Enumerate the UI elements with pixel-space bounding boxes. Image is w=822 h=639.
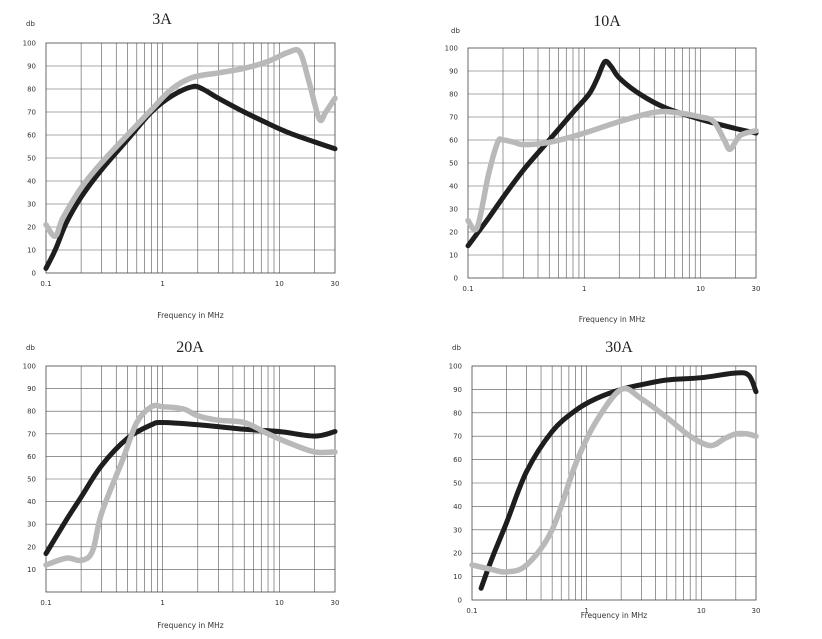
x-tick-label: 10 [275, 280, 284, 288]
chart-title: 3A [152, 11, 172, 28]
series-line-light [43, 402, 338, 568]
series-line-light [465, 108, 759, 233]
x-tick-label: 10 [275, 599, 284, 607]
y-tick-label: 40 [449, 183, 458, 191]
y-tick-label: 40 [27, 178, 36, 186]
series-line-dark [478, 370, 759, 591]
y-tick-label: 20 [449, 229, 458, 237]
y-tick-label: 20 [453, 550, 462, 558]
y-tick-label: 60 [27, 132, 36, 140]
y-tick-label: 50 [27, 476, 36, 484]
y-tick-label: 70 [449, 114, 458, 122]
x-tick-label: 10 [696, 285, 705, 293]
chart-panel-10A: 0 10 20 30 40 50 60 70 80 90 100 0.1 1 10 30 10A db Frequ… [445, 13, 761, 324]
x-tick-label: 1 [160, 280, 164, 288]
y-tick-label: 10 [453, 573, 462, 581]
y-tick-label: 50 [453, 480, 462, 488]
x-axis-label: Frequency in MHz [157, 621, 223, 630]
y-tick-label: 50 [27, 155, 36, 163]
y-tick-label: 30 [453, 526, 462, 534]
plot-frame [471, 365, 757, 601]
y-tick-label: 90 [453, 386, 462, 394]
x-tick-label: 30 [752, 285, 761, 293]
y-axis-unit-label: db [26, 20, 35, 28]
chart-title: 10A [593, 13, 621, 30]
chart-panel-3A: 0 10 20 30 40 50 60 70 80 90 100 0.1 1 10 30 3A db Freque… [23, 11, 340, 320]
y-tick-label: 100 [445, 45, 458, 53]
x-tick-label: 0.1 [40, 599, 51, 607]
x-tick-label: 0.1 [40, 280, 51, 288]
y-tick-label: 100 [23, 40, 36, 48]
y-tick-label: 10 [27, 247, 36, 255]
y-tick-label: 80 [449, 91, 458, 99]
y-tick-label: 0 [32, 270, 36, 278]
x-tick-label: 1 [160, 599, 164, 607]
y-tick-label: 100 [449, 363, 462, 371]
x-tick-label: 10 [697, 607, 706, 615]
y-tick-label: 0 [454, 275, 458, 283]
x-tick-label: 30 [331, 280, 340, 288]
y-tick-label: 90 [27, 63, 36, 71]
y-tick-label: 10 [27, 566, 36, 574]
series-line-light [43, 46, 338, 239]
y-axis-unit-label: db [452, 344, 461, 352]
y-tick-label: 40 [453, 503, 462, 511]
chart-panel-20A: 10 20 30 40 50 60 70 80 90 100 0.1 1 10 30 20A db Freque… [23, 339, 340, 630]
y-tick-label: 80 [27, 408, 36, 416]
y-tick-label: 40 [27, 498, 36, 506]
y-tick-label: 90 [27, 385, 36, 393]
series-line-dark [465, 58, 759, 249]
x-tick-label: 1 [582, 285, 586, 293]
plot-frame [45, 42, 336, 274]
x-axis-label: Frequency in MHz [581, 611, 647, 620]
y-tick-label: 60 [449, 137, 458, 145]
y-tick-label: 60 [27, 453, 36, 461]
x-axis-label: Frequency in MHz [157, 311, 223, 320]
series-line-light [469, 385, 759, 575]
y-tick-label: 30 [27, 521, 36, 529]
y-tick-label: 0 [458, 597, 462, 605]
y-tick-label: 30 [27, 201, 36, 209]
x-tick-label: 0.1 [466, 607, 477, 615]
y-tick-label: 10 [449, 252, 458, 260]
y-tick-label: 70 [27, 109, 36, 117]
series-line-dark [43, 83, 338, 271]
plot-frame [467, 47, 757, 279]
y-tick-label: 70 [453, 433, 462, 441]
y-tick-label: 80 [27, 86, 36, 94]
y-tick-label: 20 [27, 224, 36, 232]
y-tick-label: 20 [27, 543, 36, 551]
x-tick-label: 1 [584, 607, 588, 615]
plot-frame [45, 365, 336, 593]
y-tick-label: 50 [449, 160, 458, 168]
x-axis-label: Frequency in MHz [579, 315, 645, 324]
y-tick-label: 70 [27, 430, 36, 438]
x-tick-label: 0.1 [462, 285, 473, 293]
x-tick-label: 30 [752, 607, 761, 615]
y-axis-unit-label: db [451, 27, 460, 35]
x-tick-label: 30 [331, 599, 340, 607]
chart-title: 30A [605, 339, 633, 356]
chart-panel-30A: 0 10 20 30 40 50 60 70 80 90 100 0.1 1 10 30 30A db Frequ… [449, 339, 761, 620]
y-tick-label: 30 [449, 206, 458, 214]
y-axis-unit-label: db [26, 344, 35, 352]
y-tick-label: 80 [453, 409, 462, 417]
chart-title: 20A [176, 339, 204, 356]
y-tick-label: 60 [453, 456, 462, 464]
y-tick-label: 100 [23, 363, 36, 371]
series-line-dark [43, 419, 338, 557]
y-tick-label: 90 [449, 68, 458, 76]
